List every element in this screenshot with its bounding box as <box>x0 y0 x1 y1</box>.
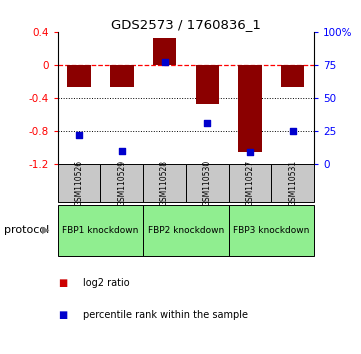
Text: GSM110528: GSM110528 <box>160 160 169 206</box>
Bar <box>281 65 304 87</box>
Bar <box>143 205 229 256</box>
Bar <box>229 205 314 256</box>
Bar <box>271 164 314 202</box>
Point <box>76 132 82 138</box>
Bar <box>100 164 143 202</box>
Text: FBP3 knockdown: FBP3 knockdown <box>233 225 309 235</box>
Text: GSM110526: GSM110526 <box>75 160 84 206</box>
Bar <box>58 164 100 202</box>
Text: percentile rank within the sample: percentile rank within the sample <box>83 310 248 320</box>
Text: FBP2 knockdown: FBP2 knockdown <box>148 225 224 235</box>
Point <box>204 120 210 126</box>
Bar <box>58 205 143 256</box>
Bar <box>229 164 271 202</box>
Text: GSM110530: GSM110530 <box>203 160 212 206</box>
Bar <box>110 65 134 87</box>
Text: ■: ■ <box>58 278 67 288</box>
Point <box>162 59 168 65</box>
Title: GDS2573 / 1760836_1: GDS2573 / 1760836_1 <box>111 18 261 31</box>
Text: ■: ■ <box>58 310 67 320</box>
Bar <box>196 65 219 104</box>
Text: GSM110531: GSM110531 <box>288 160 297 206</box>
Text: GSM110529: GSM110529 <box>117 160 126 206</box>
Point <box>290 128 296 134</box>
Point <box>247 149 253 155</box>
Text: ▶: ▶ <box>42 225 49 235</box>
Text: protocol: protocol <box>4 225 49 235</box>
Text: FBP1 knockdown: FBP1 knockdown <box>62 225 139 235</box>
Bar <box>153 38 176 65</box>
Bar <box>143 164 186 202</box>
Text: log2 ratio: log2 ratio <box>83 278 130 288</box>
Point <box>119 148 125 154</box>
Bar <box>186 164 229 202</box>
Text: GSM110527: GSM110527 <box>245 160 255 206</box>
Bar <box>68 65 91 87</box>
Bar <box>238 65 262 152</box>
